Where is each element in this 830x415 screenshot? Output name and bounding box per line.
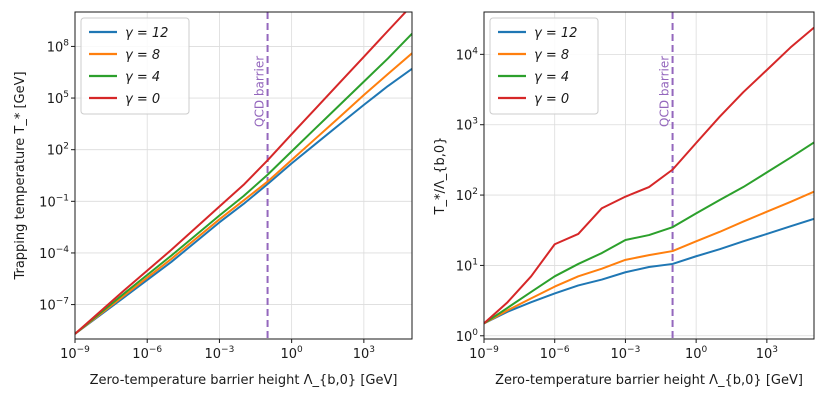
y-tick-base: 10 [47, 92, 64, 107]
x-tick-exponent: −9 [486, 345, 500, 355]
y-tick-label: 102 [47, 142, 69, 159]
y-tick-base: 10 [456, 330, 473, 345]
y-tick-label: 102 [456, 187, 478, 204]
y-tick-label: 104 [456, 46, 479, 63]
y-tick-label: 10−1 [39, 193, 69, 210]
y-tick-exponent: 4 [472, 46, 478, 56]
legend-label-0: γ = 12 [125, 26, 168, 41]
series-line-3 [484, 26, 814, 325]
series-line-0 [75, 67, 412, 335]
series-lines [484, 26, 814, 325]
x-tick-label: 103 [756, 345, 778, 362]
x-tick-label: 10−6 [540, 345, 570, 362]
y-tick-exponent: 0 [472, 328, 478, 338]
x-tick-base: 10 [281, 347, 298, 362]
x-axis-label: Zero-temperature barrier height Λ_{b,0} … [90, 373, 398, 388]
series-line-0 [484, 217, 814, 325]
x-tick-base: 10 [611, 347, 628, 362]
legend-label-3: γ = 0 [125, 92, 160, 107]
y-tick-exponent: 5 [63, 90, 69, 100]
series-line-1 [484, 190, 814, 325]
y-tick-base: 10 [456, 189, 473, 204]
legend-box [80, 17, 190, 115]
legend-label-1: γ = 8 [534, 48, 569, 63]
plot-frame [74, 11, 413, 340]
x-tick-exponent: 3 [772, 345, 778, 355]
y-tick-base: 10 [39, 195, 56, 210]
x-tick-base: 10 [60, 347, 77, 362]
legend: γ = 12 γ = 8 γ = 4 γ = 0 [489, 17, 599, 115]
y-tick-exponent: 2 [472, 187, 478, 197]
y-tick-exponent: 3 [472, 117, 478, 127]
series-line-1 [75, 52, 412, 335]
legend-label-2: γ = 4 [125, 70, 160, 85]
y-tick-exponent: −1 [56, 193, 69, 203]
series-lines [75, 12, 412, 335]
x-tick-label: 10−6 [132, 345, 162, 362]
y-axis-label: T_*/Λ_{b,0} [433, 137, 448, 216]
y-tick-base: 10 [39, 299, 56, 314]
x-tick-exponent: 3 [369, 345, 375, 355]
x-tick-label: 10−9 [469, 345, 499, 362]
x-tick-base: 10 [685, 347, 702, 362]
y-tick-label: 103 [456, 117, 478, 134]
qcd-barrier-label: QCD barrier [658, 56, 672, 127]
y-tick-exponent: −4 [56, 245, 70, 255]
legend-label-1: γ = 8 [125, 48, 160, 63]
y-tick-label: 10−4 [39, 245, 69, 262]
series-line-2 [484, 141, 814, 325]
series-line-2 [75, 32, 412, 335]
y-tick-base: 10 [39, 247, 56, 262]
x-tick-exponent: 0 [297, 345, 303, 355]
x-tick-exponent: −3 [627, 345, 640, 355]
x-tick-base: 10 [132, 347, 149, 362]
qcd-barrier-label: QCD barrier [253, 56, 267, 127]
y-tick-label: 108 [47, 38, 70, 55]
x-tick-label: 10−9 [60, 345, 90, 362]
y-axis-label: Trapping temperature T_* [GeV] [13, 71, 28, 280]
legend-box [489, 17, 599, 115]
x-tick-label: 100 [685, 345, 708, 362]
x-tick-label: 10−3 [205, 345, 235, 362]
plot-frame [483, 11, 815, 340]
y-tick-base: 10 [47, 40, 64, 55]
x-tick-exponent: 0 [702, 345, 708, 355]
y-tick-exponent: 8 [63, 38, 69, 48]
y-tick-label: 101 [456, 257, 478, 274]
x-tick-base: 10 [353, 347, 370, 362]
x-tick-exponent: −9 [77, 345, 91, 355]
x-tick-label: 103 [353, 345, 375, 362]
y-tick-label: 105 [47, 90, 69, 107]
legend-label-3: γ = 0 [534, 92, 569, 107]
x-tick-base: 10 [540, 347, 557, 362]
y-tick-exponent: 1 [472, 257, 478, 267]
x-tick-label: 100 [281, 345, 304, 362]
x-tick-base: 10 [756, 347, 773, 362]
x-tick-base: 10 [205, 347, 222, 362]
y-tick-base: 10 [47, 144, 64, 159]
y-tick-base: 10 [456, 48, 473, 63]
y-tick-label: 100 [456, 328, 479, 345]
x-axis-label: Zero-temperature barrier height Λ_{b,0} … [495, 373, 803, 388]
x-tick-exponent: −3 [221, 345, 234, 355]
y-tick-base: 10 [456, 119, 473, 134]
x-tick-exponent: −6 [149, 345, 163, 355]
y-tick-exponent: 2 [63, 142, 69, 152]
y-tick-label: 10−7 [39, 297, 69, 314]
series-line-3 [75, 12, 407, 335]
x-tick-label: 10−3 [611, 345, 641, 362]
y-tick-base: 10 [456, 259, 473, 274]
x-tick-base: 10 [469, 347, 486, 362]
y-tick-exponent: −7 [56, 297, 69, 307]
legend-label-2: γ = 4 [534, 70, 569, 85]
legend: γ = 12 γ = 8 γ = 4 γ = 0 [80, 17, 190, 115]
x-tick-exponent: −6 [556, 345, 570, 355]
legend-label-0: γ = 12 [534, 26, 577, 41]
